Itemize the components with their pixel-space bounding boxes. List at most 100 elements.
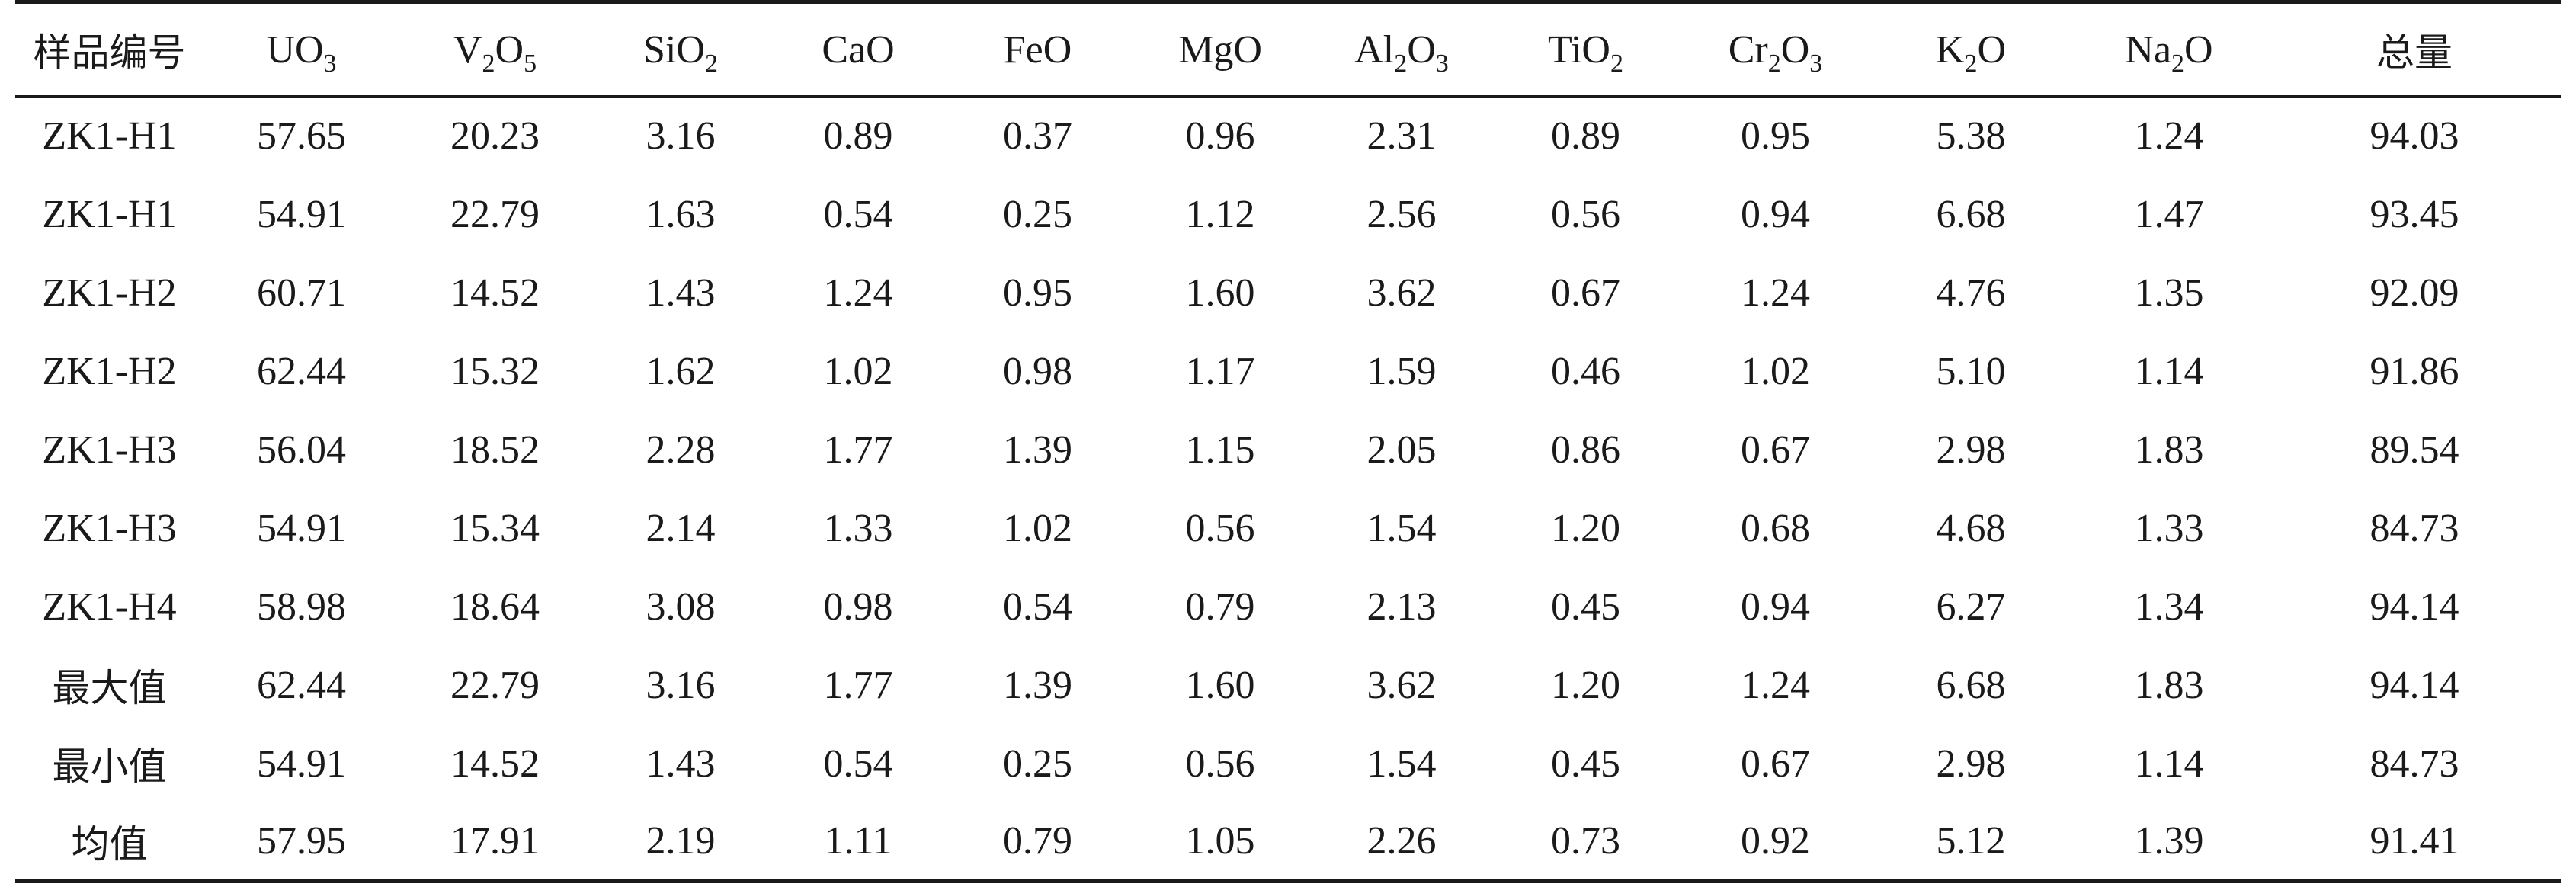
value-cell-tio2: 1.20: [1551, 506, 1620, 550]
value-cell-al2o3: 2.05: [1366, 427, 1437, 472]
value-cell-k2o: 4.68: [1936, 506, 2006, 550]
value-cell-na2o: 1.34: [2134, 584, 2204, 629]
header-text: Al: [1354, 27, 1395, 72]
value-cell-al2o3: 2.13: [1366, 584, 1437, 629]
value-cell-k2o: 5.38: [1936, 114, 2006, 159]
header-text: 总量: [2376, 30, 2453, 75]
value-cell-mgo: 1.15: [1185, 427, 1255, 472]
value-cell-al2o3: 2.26: [1311, 802, 1492, 883]
column-header-na2o: Na2O: [2070, 0, 2268, 98]
sample-id-cell: 最大值: [52, 666, 167, 710]
value-cell-mgo: 0.96: [1185, 114, 1255, 159]
value-cell-uo3: 54.91: [257, 192, 346, 236]
table-row: ZK1-H1 57.65 20.23 3.16 0.89 0.37 0.96 2.31 0.89…: [15, 97, 2561, 175]
header-text: O: [1407, 27, 1436, 72]
value-cell-uo3: 56.04: [257, 427, 346, 472]
sample-id-cell: ZK1-H1: [42, 192, 177, 236]
header-text: O: [495, 27, 524, 72]
value-cell-sio2: 3.16: [646, 114, 716, 159]
header-subscript: 2: [1964, 49, 1978, 78]
header-subscript: 2: [1394, 49, 1408, 78]
value-cell-mgo: 0.56: [1185, 506, 1255, 550]
column-header-k2o: K2O: [1872, 0, 2070, 98]
value-cell-total: 91.86: [2369, 349, 2459, 393]
value-cell-cr2o3: 0.94: [1741, 192, 1810, 236]
value-cell-k2o: 6.27: [1936, 584, 2006, 629]
value-cell-sio2: 3.16: [646, 663, 716, 707]
column-header-cr2o3: Cr2O3: [1679, 0, 1872, 98]
value-cell-k2o: 5.10: [1936, 349, 2006, 393]
value-cell-mgo: 1.12: [1185, 192, 1255, 236]
header-text: UO: [266, 27, 324, 72]
value-cell-v2o5: 18.64: [450, 584, 540, 629]
header-text: FeO: [1003, 27, 1072, 72]
value-cell-uo3: 54.91: [257, 741, 346, 786]
value-cell-uo3: 62.44: [257, 349, 346, 393]
value-cell-na2o: 1.14: [2134, 349, 2204, 393]
header-text: Na: [2125, 27, 2172, 72]
table-header: 样品编号 UO3 V2O5 SiO2 CaO FeO MgO Al2O3 TiO2 Cr2O3 K2…: [15, 0, 2561, 98]
table-row: 最小值 54.91 14.52 1.43 0.54 0.25 0.56 1.54 0.45 0.6…: [15, 725, 2561, 803]
value-cell-cr2o3: 0.95: [1741, 114, 1810, 159]
value-cell-total: 92.09: [2369, 271, 2459, 315]
sample-id-cell: 最小值: [52, 745, 167, 789]
header-text: O: [2184, 27, 2213, 72]
value-cell-mgo: 1.05: [1129, 802, 1311, 883]
value-cell-cao: 1.11: [771, 802, 946, 883]
table-row: ZK1-H2 62.44 15.32 1.62 1.02 0.98 1.17 1.59 0.46…: [15, 332, 2561, 411]
value-cell-tio2: 0.46: [1551, 349, 1620, 393]
value-cell-v2o5: 14.52: [450, 271, 540, 315]
value-cell-v2o5: 15.34: [450, 506, 540, 550]
value-cell-uo3: 60.71: [257, 271, 346, 315]
value-cell-cao: 1.02: [823, 349, 893, 393]
column-header-tio2: TiO2: [1492, 0, 1679, 98]
value-cell-cao: 1.33: [823, 506, 893, 550]
header-text: Cr: [1728, 27, 1768, 72]
sample-id-cell: ZK1-H2: [42, 349, 177, 393]
value-cell-v2o5: 20.23: [450, 114, 540, 159]
value-cell-feo: 1.02: [1003, 506, 1072, 550]
oxide-composition-table-container: 样品编号 UO3 V2O5 SiO2 CaO FeO MgO Al2O3 TiO2 Cr2O3 K2…: [15, 0, 2561, 887]
header-text: V: [453, 27, 482, 72]
value-cell-cr2o3: 0.67: [1741, 427, 1810, 472]
header-subscript: 2: [2171, 49, 2185, 78]
value-cell-mgo: 1.60: [1185, 663, 1255, 707]
column-header-feo: FeO: [946, 0, 1129, 98]
table-body: ZK1-H1 57.65 20.23 3.16 0.89 0.37 0.96 2.31 0.89…: [15, 97, 2561, 883]
header-text: O: [1780, 27, 1810, 72]
value-cell-feo: 0.79: [946, 802, 1129, 883]
value-cell-cao: 0.89: [823, 114, 893, 159]
table-row: ZK1-H2 60.71 14.52 1.43 1.24 0.95 1.60 3.62 0.67…: [15, 254, 2561, 332]
table-row: ZK1-H4 58.98 18.64 3.08 0.98 0.54 0.79 2.13 0.45…: [15, 568, 2561, 646]
value-cell-v2o5: 22.79: [450, 192, 540, 236]
value-cell-mgo: 1.17: [1185, 349, 1255, 393]
value-cell-total: 89.54: [2369, 427, 2459, 472]
sample-id-cell: ZK1-H3: [42, 427, 177, 472]
value-cell-total: 84.73: [2369, 741, 2459, 786]
value-cell-feo: 0.95: [1003, 271, 1072, 315]
value-cell-na2o: 1.33: [2134, 506, 2204, 550]
value-cell-total: 93.45: [2369, 192, 2459, 236]
value-cell-total: 94.03: [2369, 114, 2459, 159]
header-subscript: 5: [524, 49, 537, 78]
header-text: 样品编号: [33, 30, 186, 75]
value-cell-v2o5: 17.91: [399, 802, 591, 883]
value-cell-uo3: 57.95: [203, 802, 399, 883]
column-header-v2o5: V2O5: [399, 0, 591, 98]
value-cell-feo: 0.25: [1003, 192, 1072, 236]
sample-id-cell: ZK1-H3: [42, 506, 177, 550]
table-row: ZK1-H1 54.91 22.79 1.63 0.54 0.25 1.12 2.56 0.56…: [15, 175, 2561, 254]
value-cell-na2o: 1.14: [2134, 741, 2204, 786]
header-text: O: [1977, 27, 2007, 72]
value-cell-k2o: 2.98: [1936, 741, 2006, 786]
value-cell-al2o3: 2.56: [1366, 192, 1437, 236]
value-cell-sio2: 1.62: [646, 349, 716, 393]
value-cell-tio2: 0.67: [1551, 271, 1620, 315]
value-cell-sio2: 1.43: [646, 741, 716, 786]
column-header-al2o3: Al2O3: [1311, 0, 1492, 98]
header-text: CaO: [822, 27, 895, 72]
header-subscript: 2: [1767, 49, 1781, 78]
value-cell-v2o5: 15.32: [450, 349, 540, 393]
column-header-total: 总量: [2268, 0, 2561, 98]
value-cell-na2o: 1.83: [2134, 663, 2204, 707]
